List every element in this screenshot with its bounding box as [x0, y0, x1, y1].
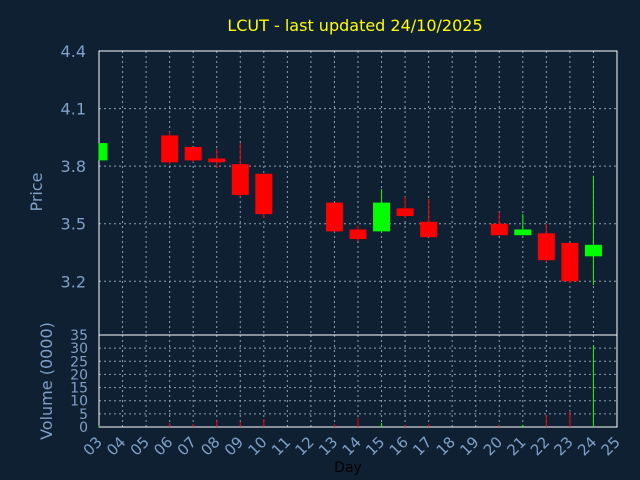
price-axis-label: Price — [27, 172, 46, 211]
volume-bars — [98, 345, 594, 427]
candle-body — [420, 221, 438, 238]
candle-body — [396, 208, 414, 217]
x-ticks: 0304050607080910111213141516171819202122… — [80, 433, 624, 459]
candle-body — [561, 242, 579, 282]
candle-body — [184, 146, 202, 161]
candle-body — [490, 223, 508, 236]
candle-body — [537, 233, 555, 261]
candle-body — [208, 158, 226, 163]
price-tick-label: 4.4 — [61, 42, 86, 61]
candle-body — [373, 202, 391, 232]
volume-axis-label: Volume (0000) — [37, 322, 56, 440]
volume-tick-label: 5 — [79, 407, 88, 423]
candle-body — [231, 164, 249, 195]
volume-tick-label: 30 — [70, 341, 88, 357]
volume-tick-label: 20 — [70, 367, 88, 383]
candle-body — [255, 173, 273, 215]
candle-body — [349, 229, 367, 240]
volume-tick-label: 10 — [70, 394, 88, 410]
x-axis-label: Day — [334, 460, 362, 476]
candle-body — [161, 135, 179, 163]
candle-body — [99, 143, 108, 161]
volume-tick-label: 35 — [70, 328, 88, 344]
price-tick-label: 3.2 — [61, 272, 86, 291]
price-y-ticks: 3.2 3.5 3.8 4.1 4.4 — [61, 42, 86, 291]
volume-tick-label: 15 — [70, 381, 88, 397]
volume-tick-label: 25 — [70, 354, 88, 370]
candles — [98, 131, 602, 286]
candle-body — [514, 229, 532, 236]
price-tick-label: 3.5 — [61, 215, 86, 234]
candle-body — [325, 202, 343, 232]
volume-tick-label: 0 — [79, 420, 88, 436]
price-tick-label: 3.8 — [61, 157, 86, 176]
price-tick-label: 4.1 — [61, 100, 86, 119]
chart-title: LCUT - last updated 24/10/2025 — [227, 16, 482, 35]
candle-body — [584, 244, 602, 257]
